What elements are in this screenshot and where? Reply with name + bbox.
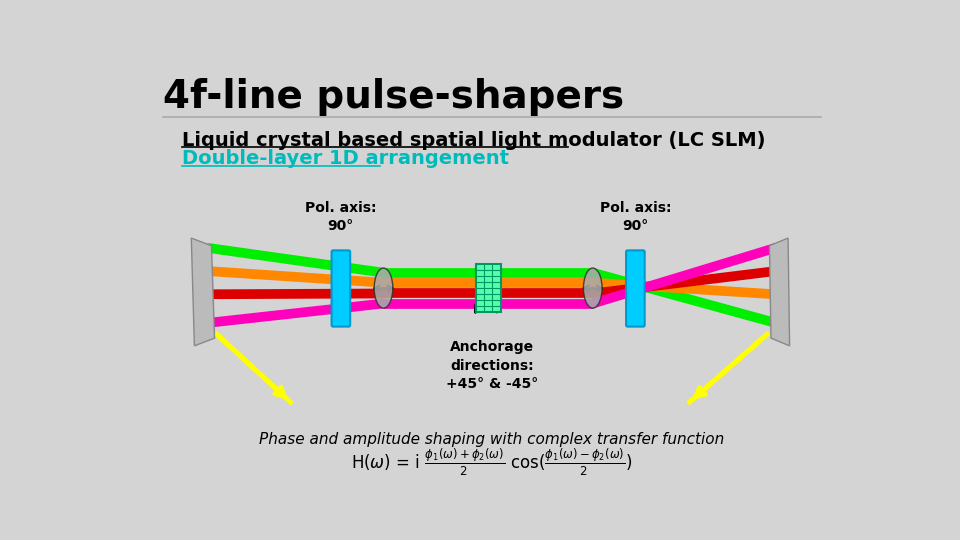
Ellipse shape [374,268,393,308]
FancyBboxPatch shape [331,251,350,327]
FancyBboxPatch shape [626,251,645,327]
Text: Phase and amplitude shaping with complex transfer function: Phase and amplitude shaping with complex… [259,431,725,447]
Ellipse shape [584,268,602,308]
Polygon shape [770,238,789,346]
Text: Pol. axis:
90°: Pol. axis: 90° [305,201,376,233]
Text: Double-layer 1D arrangement: Double-layer 1D arrangement [182,149,509,168]
Text: Anchorage
directions:
+45° & -45°: Anchorage directions: +45° & -45° [445,340,539,392]
Text: Liquid crystal based spatial light modulator (LC SLM): Liquid crystal based spatial light modul… [182,131,765,150]
Text: Pol. axis:
90°: Pol. axis: 90° [600,201,671,233]
Text: H($\omega$) = i $\frac{\phi_1(\omega)+\phi_2(\omega)}{2}$ cos($\frac{\phi_1(\ome: H($\omega$) = i $\frac{\phi_1(\omega)+\p… [351,447,633,478]
Bar [476,264,500,312]
Polygon shape [191,238,214,346]
Text: 4f-line pulse-shapers: 4f-line pulse-shapers [162,78,624,116]
